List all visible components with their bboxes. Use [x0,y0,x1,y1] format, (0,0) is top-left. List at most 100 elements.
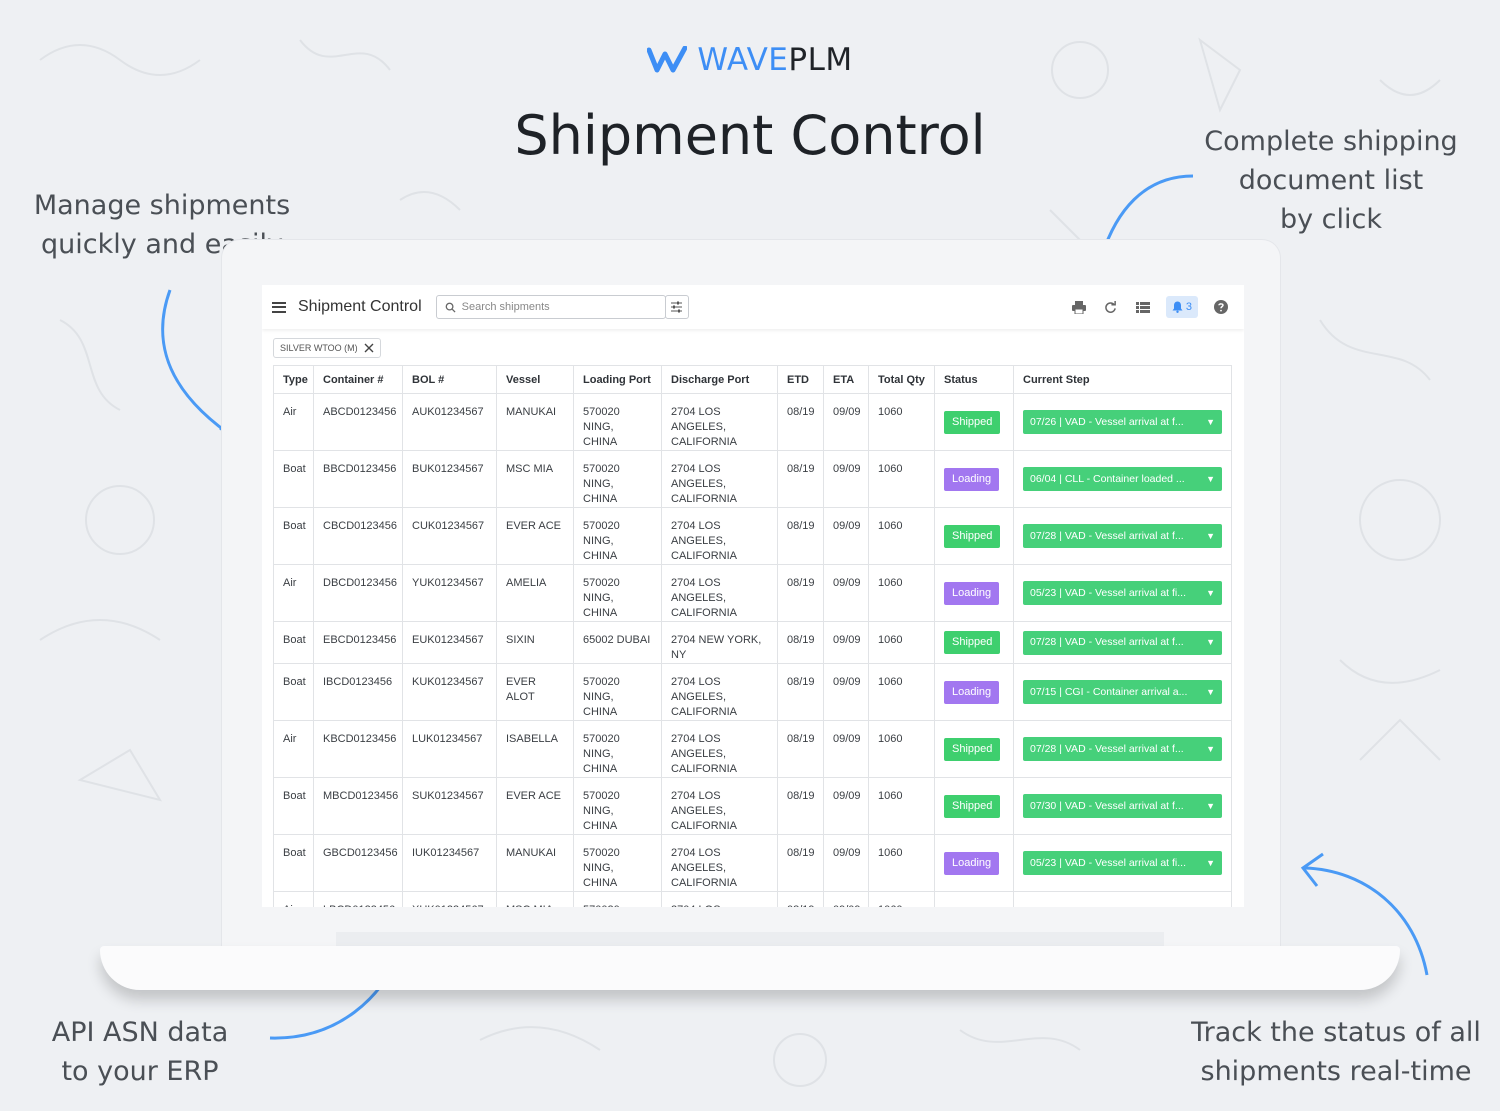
cell-current-step: 06/04 | CLL - Container loaded ... ▼ [1013,450,1232,508]
cell-discharge-port: 2704 LOS ANGELES,CALIFORNIA [661,891,778,907]
cell-loading-port: 570020 NING,CHINA [573,393,662,451]
cell-eta: 09/09 [823,393,869,451]
cell-status: Loading [934,663,1014,721]
current-step-dropdown[interactable]: 07/28 | VAD - Vessel arrival at f... ▼ [1023,630,1222,655]
cell-status: Loading [934,564,1014,622]
refresh-button[interactable] [1102,298,1120,316]
cell-vessel: AMELIA [496,564,574,622]
table-row[interactable]: Air ABCD0123456 AUK01234567 MANUKAI 570020 N… [273,393,1232,451]
cell-type: Boat [273,834,314,892]
cell-discharge-port: 2704 LOS ANGELES,CALIFORNIA [661,720,778,778]
print-button[interactable] [1070,298,1088,316]
cell-vessel: MSC MIA [496,450,574,508]
current-step-label: 07/28 | VAD - Vessel arrival at f... [1030,636,1184,648]
cell-total-qty: 1060 [868,720,935,778]
table-row[interactable]: Air KBCD0123456 LUK01234567 ISABELLA 570020 … [273,720,1232,778]
chevron-down-icon: ▼ [1206,800,1215,811]
cell-vessel: SIXIN [496,621,574,664]
cell-etd: 08/19 [777,621,824,664]
cell-current-step: 05/23 | VAD - Vessel arrival at fi... ▼ [1013,564,1232,622]
current-step-label: 07/26 | VAD - Vessel arrival at f... [1030,415,1184,428]
cell-etd: 08/19 [777,663,824,721]
search-input[interactable] [461,301,632,313]
column-header-vessel[interactable]: Vessel [496,365,574,394]
current-step-dropdown[interactable]: 07/28 | VAD - Vessel arrival at f... ▼ [1023,524,1222,548]
cell-container: ABCD0123456 [313,393,403,451]
current-step-dropdown[interactable]: 07/30 | VAD - Vessel arrival at f... ▼ [1023,794,1222,818]
laptop-hinge [336,932,1164,946]
column-header-eta[interactable]: ETA [823,365,869,394]
cell-bol: IUK01234567 [402,834,497,892]
table-row[interactable]: Boat EBCD0123456 EUK01234567 SIXIN 65002 DUB… [273,621,1232,664]
cell-total-qty: 1060 [868,564,935,622]
close-icon[interactable] [364,343,374,353]
chevron-down-icon: ▼ [1206,743,1215,754]
cell-container: BBCD0123456 [313,450,403,508]
cell-discharge-port: 2704 LOS ANGELES,CALIFORNIA [661,450,778,508]
app-screen: Shipment Control 3 [262,285,1244,907]
curved-arrow-icon [1300,852,1429,976]
status-badge: Shipped [944,524,1001,548]
cell-type: Boat [273,621,314,664]
cell-eta: 09/09 [823,621,869,664]
chevron-down-icon: ▼ [1206,473,1215,484]
column-header-status[interactable]: Status [934,365,1014,394]
table-row[interactable]: Boat CBCD0123456 CUK01234567 EVER ACE 570020… [273,507,1232,565]
cell-container: CBCD0123456 [313,507,403,565]
cell-type: Boat [273,777,314,835]
column-header-type[interactable]: Type [273,365,314,394]
cell-bol: CUK01234567 [402,507,497,565]
current-step-dropdown[interactable]: 05/23 | VAD - Vessel arrival at fi... ▼ [1023,851,1222,875]
cell-bol: SUK01234567 [402,777,497,835]
cell-status: Loading [934,450,1014,508]
menu-icon[interactable] [272,301,286,313]
current-step-dropdown[interactable]: 05/23 | VAD - Vessel arrival at fi... ▼ [1023,581,1222,605]
cell-discharge-port: 2704 LOS ANGELES,CALIFORNIA [661,507,778,565]
table-row[interactable]: Air DBCD0123456 YUK01234567 AMELIA 570020 NI… [273,564,1232,622]
current-step-dropdown[interactable]: 07/26 | VAD - Vessel arrival at f... ▼ [1023,410,1222,434]
column-header-current-step[interactable]: Current Step [1013,365,1232,394]
cell-loading-port: 570020 NING,CHINA [573,450,662,508]
notifications-button[interactable]: 3 [1165,296,1198,318]
table-row[interactable]: Boat MBCD0123456 SUK01234567 EVER ACE 570020… [273,777,1232,835]
callout-api-asn: API ASN data to your ERP [51,1017,229,1087]
callout-document-list: Complete shipping document list by click [1204,126,1458,235]
cell-eta: 09/09 [823,564,869,622]
current-step-dropdown[interactable]: 07/28 | VAD - Vessel arrival at f... ▼ [1023,737,1222,761]
table-row[interactable]: Boat GBCD0123456 IUK01234567 MANUKAI 570020 … [273,834,1232,892]
cell-type: Air [273,720,314,778]
cell-bol: BUK01234567 [402,450,497,508]
cell-container: DBCD0123456 [313,564,403,622]
cell-status: Shipped [934,777,1014,835]
cell-total-qty: 1060 [868,393,935,451]
filter-button[interactable] [664,295,689,319]
callout-track-status: Track the status of all shipments real-ti… [1191,1017,1481,1087]
cell-current-step: 07/28 | VAD - Vessel arrival at f...▼ [1013,507,1232,565]
help-button[interactable] [1212,298,1230,316]
notification-count: 3 [1185,301,1192,313]
column-header-etd[interactable]: ETD [777,365,824,394]
cell-total-qty: 1060 [868,450,935,508]
current-step-dropdown[interactable]: 07/15 | CGI - Container arrival a... ▼ [1023,680,1222,704]
cell-loading-port: 570020 NING,CHINA [573,507,662,565]
cell-loading-port: 570020 NING,CHINA [573,663,662,721]
column-header-total-qty[interactable]: Total Qty [868,365,935,394]
cell-current-step: 07/28 | VAD - Vessel arrival at f...▼ [1013,720,1232,778]
column-header-bol[interactable]: BOL # [402,365,497,394]
cell-bol: LUK01234567 [402,720,497,778]
current-step-label: 05/23 | VAD - Vessel arrival at fi... [1030,586,1187,599]
list-view-button[interactable] [1134,298,1152,316]
cell-eta: 09/09 [823,777,869,835]
cell-discharge-port: 2704 LOS ANGELES,CALIFORNIA [661,564,778,622]
cell-current-step: 07/28 | VAD - Vessel arrival at f...▼ [1013,891,1232,907]
table-row[interactable]: Boat IBCD0123456 KUK01234567 EVER ALOT 57002… [273,663,1232,721]
status-badge: Loading [944,581,1000,605]
column-header-container[interactable]: Container # [313,365,403,394]
column-header-loading-port[interactable]: Loading Port [573,365,662,394]
cell-discharge-port: 2704 NEW YORK, NY [661,621,778,664]
table-row[interactable]: Boat BBCD0123456 BUK01234567 MSC MIA 570020 … [273,450,1232,508]
cell-type: Air [273,891,314,907]
current-step-dropdown[interactable]: 06/04 | CLL - Container loaded ... ▼ [1023,467,1222,491]
column-header-discharge-port[interactable]: Discharge Port [661,365,778,394]
